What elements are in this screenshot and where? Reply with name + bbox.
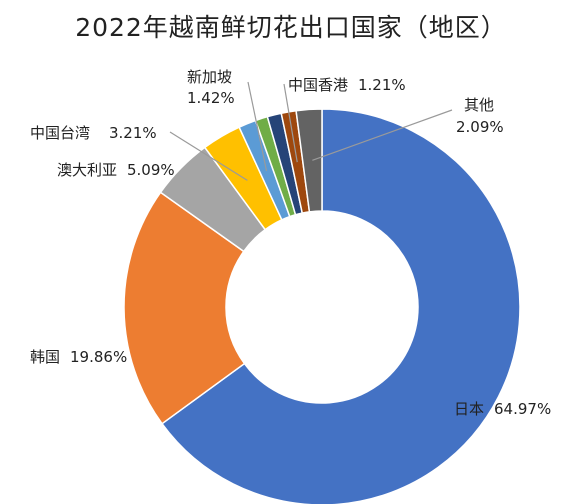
slice-riben bbox=[160, 108, 521, 504]
label-name-aodaliya: 澳大利亚 bbox=[57, 161, 117, 179]
leader-xianggang bbox=[283, 83, 298, 163]
leader-qita bbox=[312, 109, 453, 161]
label-name-taiwan: 中国台湾 bbox=[30, 124, 90, 142]
label-value-xinjiapo: 1.42% bbox=[187, 89, 235, 107]
label-name-xinjiapo: 新加坡 bbox=[187, 68, 232, 86]
label-name-xianggang: 中国香港 bbox=[288, 76, 348, 94]
label-value-riben: 64.97% bbox=[494, 400, 551, 418]
leader-lines bbox=[169, 81, 453, 181]
label-value-xianggang: 1.21% bbox=[358, 76, 406, 94]
slice-hanguo bbox=[123, 191, 246, 425]
chart-title: 2022年越南鲜切花出口国家（地区） bbox=[75, 13, 507, 42]
label-value-aodaliya: 5.09% bbox=[127, 161, 175, 179]
label-value-taiwan: 3.21% bbox=[109, 124, 157, 142]
label-value-qita: 2.09% bbox=[456, 118, 504, 136]
slice-qita bbox=[295, 108, 323, 213]
label-name-qita: 其他 bbox=[464, 96, 494, 114]
label-name-riben: 日本 bbox=[454, 400, 484, 418]
label-value-hanguo: 19.86% bbox=[70, 348, 127, 366]
donut-slices bbox=[123, 108, 521, 504]
slice-labels: 新加坡 1.42% 中国香港 1.21% 其他 2.09% 中国台湾 3.21%… bbox=[30, 68, 551, 418]
label-name-hanguo: 韩国 bbox=[30, 348, 60, 366]
leader-xinjiapo bbox=[247, 81, 268, 171]
leader-taiwan bbox=[169, 131, 248, 181]
